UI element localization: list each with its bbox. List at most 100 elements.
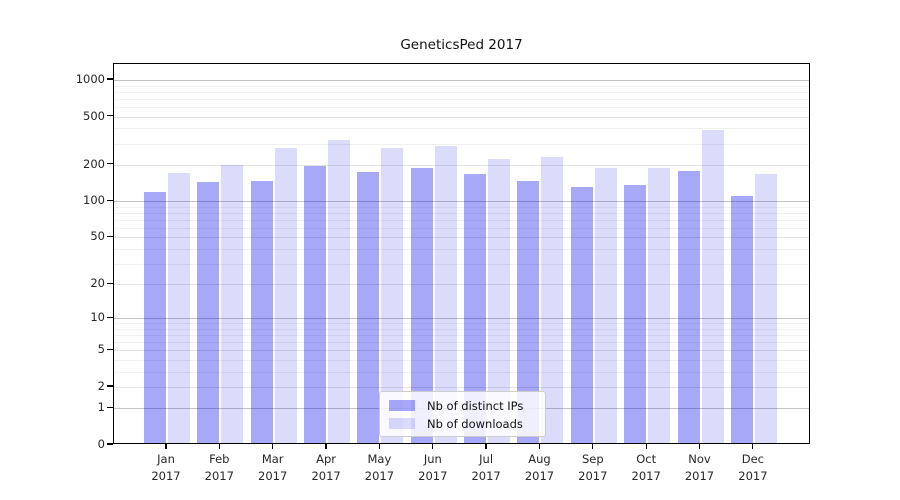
gridline-10 [114,318,809,320]
x-tick-label-jun: Jun 2017 [401,451,465,484]
x-label-year: 2017 [631,468,661,483]
gridline-60 [114,227,809,229]
x-tick-mark-aug [538,444,541,449]
x-tick-mark-jul [485,444,487,449]
x-label-month: Aug [528,452,551,466]
x-label-month: Sep [581,452,604,466]
gridline-600 [114,106,809,108]
gridline-40 [114,248,809,250]
gridline-2 [114,387,809,388]
x-tick-label-aug: Aug 2017 [508,451,572,484]
gridline-5 [114,350,809,352]
x-tick-label-may: May 2017 [347,451,411,484]
x-label-year: 2017 [418,468,448,483]
bar-downloads-sep [594,168,617,443]
bar-downloads-jul [488,158,511,443]
y-tick-mark-50 [107,235,113,237]
gridline-800 [114,91,809,93]
x-tick-mark-jan [165,444,167,449]
gridline-300 [114,143,809,145]
y-tick-mark-0 [107,443,113,445]
x-tick-mark-nov [698,444,701,449]
bar-downloads-mar [274,148,297,443]
plot-area: Nb of distinct IPs Nb of downloads [113,63,810,444]
x-label-month: Mar [261,452,284,466]
x-label-year: 2017 [311,468,341,483]
y-tick-label-50: 50 [90,229,105,244]
gridline-900 [114,85,809,87]
gridline-70 [114,219,809,221]
y-tick-mark-500 [107,114,113,117]
gridline-700 [114,98,809,100]
y-tick-label-1000: 1000 [75,72,105,86]
x-tick-label-oct: Oct 2017 [614,451,678,484]
y-tick-label-100: 100 [83,193,105,208]
chart-title: GeneticsPed 2017 [400,37,523,53]
x-label-year: 2017 [151,468,181,483]
x-label-year: 2017 [364,468,395,483]
gridline-4 [114,360,809,361]
x-label-month: Oct [636,452,657,466]
bar-downloads-jan [168,173,190,443]
gridline-200 [114,164,809,166]
bar-ips-apr [304,165,327,443]
bar-downloads-dec [754,173,777,443]
bar-ips-jul [464,174,487,443]
x-tick-label-jul: Jul 2017 [454,451,518,484]
y-tick-mark-20 [107,282,113,284]
bar-ips-may [357,172,380,443]
bars-layer [114,64,809,443]
gridline-50 [114,237,809,239]
gridline-20 [114,284,809,286]
x-label-month: May [367,452,392,466]
x-label-year: 2017 [738,468,768,483]
gridline-30 [114,263,809,265]
x-tick-label-apr: Apr 2017 [294,451,358,484]
y-tick-label-2: 2 [97,379,105,393]
gridline-6 [114,342,809,344]
y-tick-label-200: 200 [83,156,105,171]
y-tick-label-0: 0 [97,437,105,451]
y-tick-mark-1 [107,406,113,409]
x-tick-label-feb: Feb 2017 [187,451,251,484]
legend-item-downloads: Nb of downloads [389,415,537,432]
gridline-400 [114,128,809,130]
bar-downloads-may [381,148,404,443]
y-tick-label-500: 500 [83,108,105,123]
gridline-1000 [114,80,809,81]
legend-label-distinct-ips: Nb of distinct IPs [427,398,524,413]
gridline-7 [114,335,809,337]
x-tick-label-dec: Dec 2017 [721,451,785,484]
x-tick-label-jan: Jan 2017 [134,451,198,484]
bar-ips-oct [624,185,647,443]
x-label-month: Feb [209,452,230,466]
y-tick-mark-5 [107,348,113,350]
x-label-month: Jul [479,452,494,466]
gridline-80 [114,212,809,214]
y-tick-mark-1000 [107,78,113,80]
gridline-8 [114,328,809,330]
y-tick-mark-100 [107,199,113,201]
y-tick-label-1: 1 [97,400,105,415]
bar-ips-nov [677,171,700,443]
bar-downloads-oct [648,168,671,443]
y-tick-mark-10 [107,316,113,318]
bar-ips-dec [730,196,753,443]
x-tick-label-nov: Nov 2017 [668,451,732,484]
gridline-9 [114,323,809,325]
x-label-month: Dec [741,452,765,466]
x-tick-mark-dec [752,444,754,449]
bar-ips-sep [570,187,593,443]
bar-downloads-aug [541,156,564,443]
bar-ips-aug [517,180,540,443]
bar-downloads-feb [221,164,244,443]
y-tick-label-5: 5 [97,342,105,357]
x-label-month: Jun [423,452,442,466]
bar-downloads-apr [328,139,351,443]
x-tick-mark-apr [325,444,327,449]
x-tick-mark-mar [272,444,274,449]
y-tick-label-10: 10 [90,310,105,325]
bar-ips-mar [250,180,273,443]
gridline-3 [114,371,809,373]
